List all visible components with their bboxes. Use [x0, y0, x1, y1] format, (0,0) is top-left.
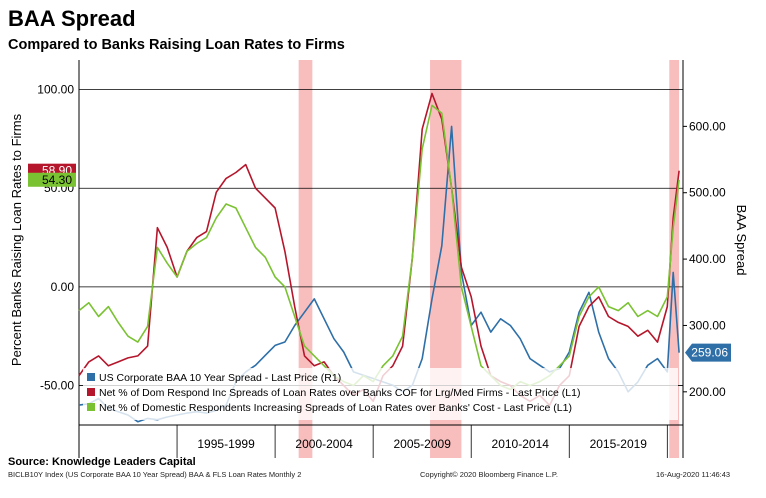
source-note: Source: Knowledge Leaders Capital [8, 456, 196, 468]
y-tick-label-right: 300.00 [689, 318, 726, 332]
footer-right: 16-Aug-2020 11:46:43 [656, 470, 731, 479]
legend-swatch [87, 373, 95, 381]
chart-subtitle: Compared to Banks Raising Loan Rates to … [8, 37, 345, 53]
footer-center: Copyright© 2020 Bloomberg Finance L.P. [420, 470, 558, 479]
y-tick-label-left: 100.00 [37, 83, 74, 97]
recession-band [669, 60, 680, 458]
y-axis-right-label: BAA Spread [734, 205, 749, 276]
legend: US Corporate BAA 10 Year Spread - Last P… [83, 368, 678, 420]
y-tick-label-left: -50.00 [40, 379, 74, 393]
legend-swatch [87, 388, 95, 396]
chart-title: BAA Spread [8, 6, 136, 31]
series-line-1 [78, 92, 680, 407]
x-tick-label: 2005-2009 [393, 437, 451, 451]
series-line-2 [78, 104, 680, 391]
legend-label: Net % of Dom Respond Inc Spreads of Loan… [99, 387, 580, 399]
legend-label: Net % of Domestic Respondents Increasing… [99, 402, 572, 414]
y-axis-left-label: Percent Banks Raising Loan Rates to Firm… [9, 113, 24, 366]
x-tick-label: 2000-2004 [295, 437, 353, 451]
last-value-tag [28, 172, 76, 187]
tick-labels: 1995-1999 2000-2004 2005-2009 2010-2014 2015… [37, 83, 726, 451]
footer-left: BICLB10Y Index (US Corporate BAA 10 Year… [8, 470, 302, 479]
last-value-label: 54.30 [42, 173, 72, 187]
y-tick-label-right: 200.00 [689, 385, 726, 399]
chart-axes [78, 60, 687, 458]
x-tick-label: 1995-1999 [197, 437, 255, 451]
recession-band [298, 60, 313, 458]
x-tick-label: 2010-2014 [492, 437, 550, 451]
last-value-tag [685, 343, 731, 362]
x-tick-label: 2015-2019 [590, 437, 648, 451]
y-tick-label-right: 400.00 [689, 252, 726, 266]
legend-swatch [87, 403, 95, 411]
legend-box [83, 368, 678, 420]
last-value-label: 259.06 [691, 346, 728, 360]
legend-label: US Corporate BAA 10 Year Spread - Last P… [99, 372, 341, 384]
y-tick-label-left: 0.00 [51, 280, 75, 294]
grid-lines [79, 89, 683, 386]
y-tick-label-right: 500.00 [689, 186, 726, 200]
y-tick-label-right: 600.00 [689, 119, 726, 133]
